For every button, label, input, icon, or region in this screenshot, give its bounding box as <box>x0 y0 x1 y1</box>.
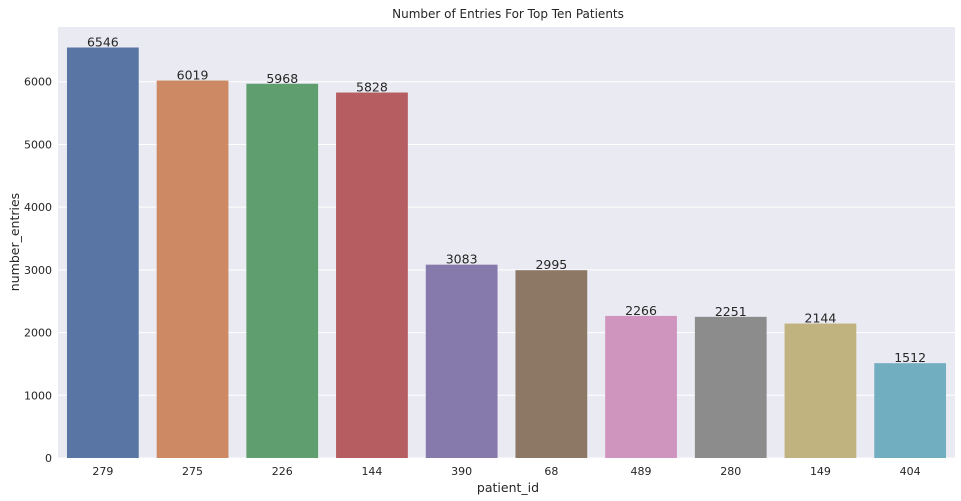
y-tick-label: 5000 <box>24 138 52 151</box>
bar-390 <box>425 264 498 458</box>
x-tick-label-144: 144 <box>361 465 382 478</box>
y-axis-label: number_entries <box>7 193 22 291</box>
x-tick-label-275: 275 <box>182 465 203 478</box>
data-label-275: 6019 <box>177 68 209 83</box>
data-label-390: 3083 <box>446 252 478 267</box>
x-tick-label-149: 149 <box>810 465 831 478</box>
data-label-144: 5828 <box>356 80 388 95</box>
x-tick-label-404: 404 <box>900 465 921 478</box>
bar-226 <box>246 83 319 459</box>
data-label-489: 2266 <box>625 303 657 318</box>
y-tick-label: 4000 <box>24 201 52 214</box>
x-tick-label-68: 68 <box>544 465 558 478</box>
bar-149 <box>784 323 857 458</box>
chart-title: Number of Entries For Top Ten Patients <box>392 7 624 21</box>
bar-68 <box>515 270 588 458</box>
x-tick-label-279: 279 <box>92 465 113 478</box>
data-labels: 6546 6019 5968 5828 3083 2995 2266 2251 2144 1512 <box>87 35 926 366</box>
data-label-280: 2251 <box>715 304 747 319</box>
x-tick-label-280: 280 <box>720 465 741 478</box>
y-tick-label: 2000 <box>24 327 52 340</box>
bars <box>66 47 947 459</box>
x-tick-label-390: 390 <box>451 465 472 478</box>
data-label-279: 6546 <box>87 35 119 50</box>
data-label-226: 5968 <box>266 71 298 86</box>
x-tick-labels: 279 275 226 144 390 68 489 280 149 404 <box>92 465 920 478</box>
y-tick-labels: 0 1000 2000 3000 4000 5000 6000 <box>24 76 52 465</box>
bar-144 <box>336 92 408 458</box>
bar-489 <box>605 315 677 458</box>
x-tick-label-226: 226 <box>272 465 293 478</box>
bar-279 <box>66 47 139 459</box>
x-tick-label-489: 489 <box>631 465 652 478</box>
bar-275 <box>156 80 229 458</box>
bar-280 <box>694 316 767 458</box>
data-label-149: 2144 <box>805 311 837 326</box>
x-axis-label: patient_id <box>477 480 539 495</box>
y-tick-label: 6000 <box>24 76 52 89</box>
y-tick-label: 0 <box>45 452 52 465</box>
bar-404 <box>874 363 947 458</box>
data-label-404: 1512 <box>894 350 926 365</box>
y-tick-label: 3000 <box>24 264 52 277</box>
y-tick-label: 1000 <box>24 389 52 402</box>
data-label-68: 2995 <box>535 257 567 272</box>
